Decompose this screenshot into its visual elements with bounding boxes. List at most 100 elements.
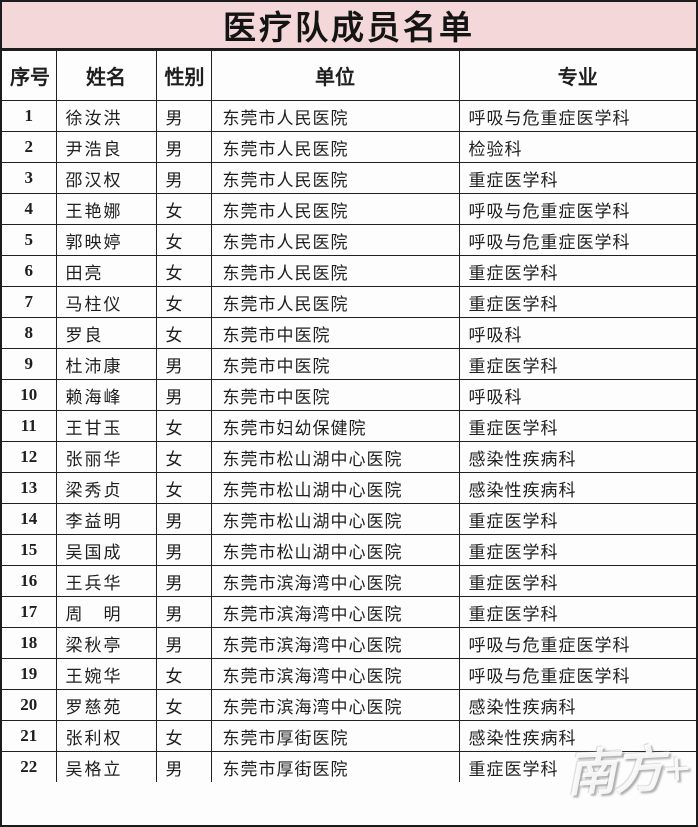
cell-no: 1: [2, 100, 57, 132]
title-band: 医疗队成员名单: [2, 2, 696, 50]
cell-name: 杜沛康: [55, 348, 157, 380]
table-row: 2 尹浩良 男 东莞市人民医院 检验科: [2, 131, 696, 163]
table-row: 19 王婉华 女 东莞市滨海湾中心医院 呼吸与危重症医学科: [2, 658, 696, 690]
cell-specialty: 呼吸与危重症医学科: [458, 627, 696, 659]
cell-unit: 东莞市滨海湾中心医院: [210, 565, 460, 597]
cell-no: 20: [2, 689, 57, 721]
table-row: 4 王艳娜 女 东莞市人民医院 呼吸与危重症医学科: [2, 193, 696, 225]
cell-no: 17: [2, 596, 57, 628]
cell-no: 18: [2, 627, 57, 659]
cell-no: 10: [2, 379, 57, 411]
table-row: 22 吴格立 男 东莞市厚街医院 重症医学科: [2, 751, 696, 782]
cell-name: 李益明: [55, 503, 157, 535]
cell-name: 周 明: [55, 596, 157, 628]
cell-specialty: 呼吸与危重症医学科: [458, 224, 696, 256]
column-header-gender: 性别: [155, 50, 212, 101]
table-row: 3 邵汉权 男 东莞市人民医院 重症医学科: [2, 162, 696, 194]
cell-gender: 男: [155, 379, 212, 411]
cell-no: 19: [2, 658, 57, 690]
cell-gender: 女: [155, 224, 212, 256]
page-title: 医疗队成员名单: [223, 11, 475, 47]
cell-specialty: 呼吸与危重症医学科: [458, 658, 696, 690]
table-row: 5 郭映婷 女 东莞市人民医院 呼吸与危重症医学科: [2, 224, 696, 256]
cell-no: 7: [2, 286, 57, 318]
cell-unit: 东莞市中医院: [210, 317, 460, 349]
cell-specialty: 重症医学科: [458, 751, 696, 782]
cell-unit: 东莞市松山湖中心医院: [210, 534, 460, 566]
cell-name: 王甘玉: [55, 410, 157, 442]
table-body: 1 徐汝洪 男 东莞市人民医院 呼吸与危重症医学科 2 尹浩良 男 东莞市人民医…: [2, 100, 696, 782]
cell-name: 赖海峰: [55, 379, 157, 411]
cell-specialty: 重症医学科: [458, 410, 696, 442]
cell-no: 6: [2, 255, 57, 287]
cell-no: 14: [2, 503, 57, 535]
cell-no: 13: [2, 472, 57, 504]
header-row: 序号 姓名 性别 单位 专业: [2, 50, 696, 101]
cell-specialty: 感染性疾病科: [458, 472, 696, 504]
table-row: 18 梁秋亭 男 东莞市滨海湾中心医院 呼吸与危重症医学科: [2, 627, 696, 659]
cell-unit: 东莞市滨海湾中心医院: [210, 627, 460, 659]
cell-gender: 男: [155, 534, 212, 566]
cell-unit: 东莞市人民医院: [210, 193, 460, 225]
cell-name: 王婉华: [55, 658, 157, 690]
cell-no: 16: [2, 565, 57, 597]
cell-no: 3: [2, 162, 57, 194]
table-row: 10 赖海峰 男 东莞市中医院 呼吸科: [2, 379, 696, 411]
table-row: 15 吴国成 男 东莞市松山湖中心医院 重症医学科: [2, 534, 696, 566]
table-row: 17 周 明 男 东莞市滨海湾中心医院 重症医学科: [2, 596, 696, 628]
cell-no: 2: [2, 131, 57, 163]
cell-gender: 女: [155, 658, 212, 690]
cell-specialty: 重症医学科: [458, 565, 696, 597]
cell-gender: 男: [155, 100, 212, 132]
cell-specialty: 呼吸与危重症医学科: [458, 193, 696, 225]
cell-name: 郭映婷: [55, 224, 157, 256]
cell-unit: 东莞市滨海湾中心医院: [210, 658, 460, 690]
cell-name: 马柱仪: [55, 286, 157, 318]
cell-unit: 东莞市厚街医院: [210, 720, 460, 752]
column-header-unit: 单位: [210, 50, 460, 101]
cell-name: 吴格立: [55, 751, 157, 782]
cell-name: 罗良: [55, 317, 157, 349]
cell-name: 田亮: [55, 255, 157, 287]
cell-no: 22: [2, 751, 57, 782]
cell-name: 梁秀贞: [55, 472, 157, 504]
cell-no: 21: [2, 720, 57, 752]
cell-unit: 东莞市人民医院: [210, 100, 460, 132]
table-row: 12 张丽华 女 东莞市松山湖中心医院 感染性疾病科: [2, 441, 696, 473]
cell-unit: 东莞市中医院: [210, 348, 460, 380]
cell-name: 徐汝洪: [55, 100, 157, 132]
roster-table: 序号 姓名 性别 单位 专业 1 徐汝洪 男 东莞市人民医院 呼吸与危重症医学科…: [2, 50, 696, 782]
cell-gender: 男: [155, 596, 212, 628]
cell-specialty: 呼吸科: [458, 317, 696, 349]
cell-gender: 男: [155, 751, 212, 782]
cell-unit: 东莞市妇幼保健院: [210, 410, 460, 442]
cell-name: 王艳娜: [55, 193, 157, 225]
cell-specialty: 重症医学科: [458, 286, 696, 318]
cell-specialty: 感染性疾病科: [458, 441, 696, 473]
column-header-specialty: 专业: [458, 50, 696, 101]
cell-specialty: 呼吸科: [458, 379, 696, 411]
cell-specialty: 呼吸与危重症医学科: [458, 100, 696, 132]
table-row: 6 田亮 女 东莞市人民医院 重症医学科: [2, 255, 696, 287]
cell-name: 张丽华: [55, 441, 157, 473]
cell-specialty: 重症医学科: [458, 534, 696, 566]
cell-gender: 男: [155, 131, 212, 163]
table-row: 7 马柱仪 女 东莞市人民医院 重症医学科: [2, 286, 696, 318]
cell-name: 梁秋亭: [55, 627, 157, 659]
table-row: 16 王兵华 男 东莞市滨海湾中心医院 重症医学科: [2, 565, 696, 597]
cell-gender: 女: [155, 689, 212, 721]
cell-unit: 东莞市人民医院: [210, 131, 460, 163]
cell-unit: 东莞市滨海湾中心医院: [210, 596, 460, 628]
cell-gender: 女: [155, 410, 212, 442]
cell-gender: 女: [155, 720, 212, 752]
table-row: 9 杜沛康 男 东莞市中医院 重症医学科: [2, 348, 696, 380]
cell-unit: 东莞市松山湖中心医院: [210, 472, 460, 504]
cell-specialty: 感染性疾病科: [458, 720, 696, 752]
cell-gender: 男: [155, 627, 212, 659]
cell-specialty: 感染性疾病科: [458, 689, 696, 721]
cell-unit: 东莞市人民医院: [210, 286, 460, 318]
cell-unit: 东莞市松山湖中心医院: [210, 503, 460, 535]
cell-no: 11: [2, 410, 57, 442]
cell-unit: 东莞市厚街医院: [210, 751, 460, 782]
